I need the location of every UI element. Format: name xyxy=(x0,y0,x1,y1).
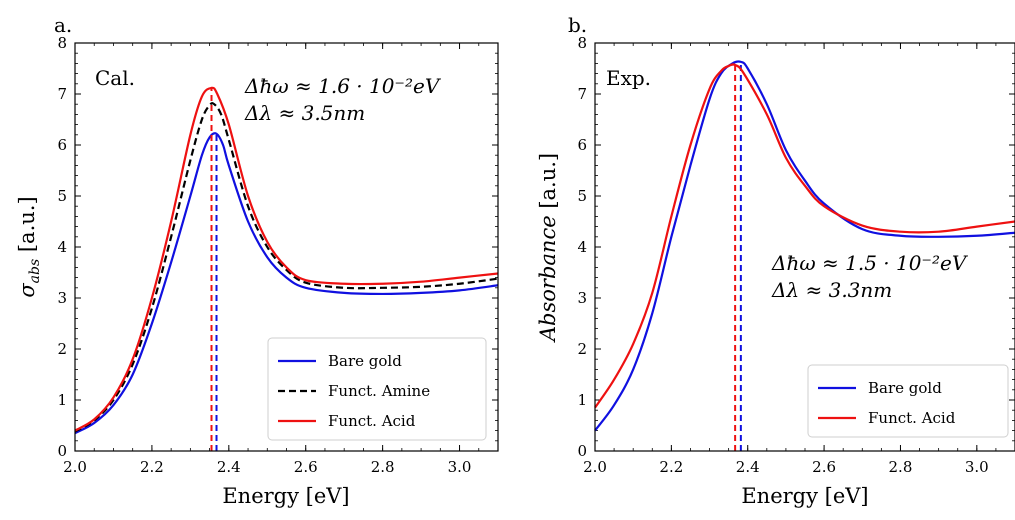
y-tick-label: 5 xyxy=(577,187,587,205)
y-axis-label-symbol-a: σ xyxy=(15,283,39,298)
series-line-2 xyxy=(74,86,499,432)
y-axis-label-b: Absorbance [a.u.] xyxy=(536,153,560,343)
legend-box xyxy=(267,337,487,441)
x-tick-label: 2.4 xyxy=(217,458,241,476)
y-tick-label: 8 xyxy=(577,34,587,52)
legend-label-0: Bare gold xyxy=(868,379,942,397)
corner-label-exp: Exp. xyxy=(606,66,651,90)
y-tick-label: 6 xyxy=(57,136,67,154)
x-tick-label: 3.0 xyxy=(965,458,989,476)
y-tick-label: 3 xyxy=(57,289,67,307)
series-line-0 xyxy=(74,132,499,435)
y-tick-label: 2 xyxy=(57,340,67,358)
legend-a: Bare gold Funct. Amine Funct. Acid xyxy=(267,337,487,441)
y-axis-label-subscript-a: abs xyxy=(27,259,43,284)
series-line-1 xyxy=(74,102,499,433)
y-tick-label: 4 xyxy=(57,238,67,256)
legend-label-2: Funct. Acid xyxy=(328,412,416,430)
x-tick-label: 2.6 xyxy=(812,458,836,476)
panel-label-a: a. xyxy=(54,13,72,37)
y-tick-label: 4 xyxy=(577,238,587,256)
y-tick-label: 8 xyxy=(57,34,67,52)
y-axis-label-a: σabs [a.u.] xyxy=(15,196,43,297)
plot-frame-a xyxy=(74,42,499,452)
panel-experimental: b. Exp. 2.0 2.2 2.4 2.6 2.8 3.0 0 1 2 3 4 5 6 7 8 Δħω … xyxy=(536,13,1015,508)
legend-label-0: Bare gold xyxy=(328,352,402,370)
annotation-line-1-b: Δħω ≈ 1.5 · 10⁻²eV xyxy=(771,251,969,275)
x-axis-label-b: Energy [eV] xyxy=(741,484,868,508)
x-tick-label: 2.0 xyxy=(63,458,87,476)
y-tick-label: 0 xyxy=(577,442,587,460)
series-line-1 xyxy=(594,63,1015,409)
panel-calculated: a. Cal. 2.0 2.2 2.4 2.6 2.8 3.0 0 1 2 3 4 5 6 7 8 Δħω … xyxy=(15,13,499,508)
y-tick-label: 2 xyxy=(577,340,587,358)
annotation-line-2-b: Δλ ≈ 3.3nm xyxy=(771,278,892,302)
x-tick-label: 2.0 xyxy=(583,458,607,476)
y-tick-label: 3 xyxy=(577,289,587,307)
y-tick-label: 7 xyxy=(57,85,67,103)
x-tick-label: 2.2 xyxy=(140,458,164,476)
x-tick-label: 2.8 xyxy=(371,458,395,476)
series-layer-a xyxy=(74,86,499,451)
x-tick-label: 2.2 xyxy=(659,458,683,476)
y-tick-label: 7 xyxy=(577,85,587,103)
x-axis-label-a: Energy [eV] xyxy=(222,484,349,508)
y-axis-label-unit-b: [a.u.] xyxy=(536,153,560,215)
y-tick-label: 6 xyxy=(577,136,587,154)
y-tick-label: 1 xyxy=(577,391,587,409)
legend-box xyxy=(807,364,1009,438)
series-layer-b xyxy=(594,60,1015,451)
legend-label-1: Funct. Amine xyxy=(328,382,430,400)
y-tick-label: 1 xyxy=(57,391,67,409)
legend-label-1: Funct. Acid xyxy=(868,409,956,427)
annotation-line-1-a: Δħω ≈ 1.6 · 10⁻²eV xyxy=(244,74,442,98)
plot-frame-b xyxy=(594,42,1015,452)
y-tick-label: 5 xyxy=(57,187,67,205)
annotation-line-2-a: Δλ ≈ 3.5nm xyxy=(244,101,365,125)
y-axis-label-unit-a: [a.u.] xyxy=(15,196,39,258)
x-tick-label: 3.0 xyxy=(448,458,472,476)
corner-label-cal: Cal. xyxy=(95,66,135,90)
legend-b: Bare gold Funct. Acid xyxy=(807,364,1009,438)
panel-label-b: b. xyxy=(568,13,587,37)
x-tick-label: 2.6 xyxy=(294,458,318,476)
x-tick-label: 2.4 xyxy=(736,458,760,476)
series-line-0 xyxy=(594,60,1015,432)
y-tick-label: 0 xyxy=(57,442,67,460)
x-tick-label: 2.8 xyxy=(889,458,913,476)
y-axis-label-name-b: Absorbance xyxy=(536,215,560,343)
